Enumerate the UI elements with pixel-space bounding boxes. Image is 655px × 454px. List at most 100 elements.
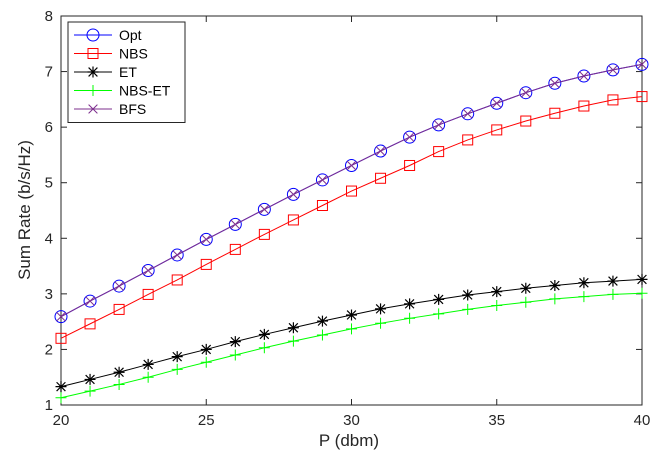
- data-point: [375, 172, 387, 184]
- y-tick-label: 2: [45, 341, 53, 358]
- data-point: [112, 279, 126, 293]
- data-point: [345, 158, 358, 172]
- data-point: [550, 78, 560, 88]
- data-point: [55, 381, 67, 393]
- data-point: [346, 309, 357, 321]
- data-point: [433, 308, 445, 320]
- legend-marker: [86, 28, 100, 42]
- data-point: [316, 199, 328, 211]
- x-tick-label: 40: [634, 412, 651, 429]
- data-point: [258, 342, 270, 354]
- data-point: [404, 312, 416, 324]
- series-bfs: [56, 59, 647, 322]
- data-point: [170, 248, 184, 262]
- legend-label: ET: [119, 64, 137, 80]
- data-point: [171, 274, 183, 286]
- data-point: [404, 298, 416, 310]
- data-point: [287, 214, 299, 226]
- data-point: [114, 281, 124, 291]
- x-tick-label: 35: [488, 412, 505, 429]
- data-point: [142, 288, 154, 300]
- data-point: [85, 296, 95, 306]
- series-layer: [54, 57, 649, 404]
- y-tick-label: 7: [45, 64, 53, 81]
- data-point: [200, 258, 212, 270]
- data-point: [577, 69, 591, 83]
- data-point: [257, 202, 271, 216]
- data-point: [55, 392, 67, 404]
- data-point: [404, 159, 416, 171]
- data-point: [229, 336, 241, 348]
- data-point: [84, 385, 96, 397]
- data-point: [432, 118, 446, 132]
- data-point: [606, 63, 620, 77]
- data-point: [259, 204, 270, 215]
- data-point: [56, 311, 66, 322]
- data-point: [490, 96, 504, 110]
- data-point: [171, 351, 183, 363]
- data-point: [315, 173, 329, 187]
- legend-item: NBS: [74, 46, 148, 62]
- data-point: [433, 120, 444, 130]
- data-point: [433, 146, 445, 158]
- data-point: [578, 100, 590, 112]
- data-point: [462, 303, 474, 315]
- data-point: [346, 160, 357, 171]
- data-point: [462, 289, 474, 301]
- legend-label: Opt: [119, 27, 142, 43]
- data-point: [258, 228, 270, 240]
- legend-label: BFS: [119, 101, 146, 117]
- data-point: [113, 303, 125, 315]
- y-axis-label: Sum Rate (b/s/Hz): [15, 140, 34, 280]
- data-point: [286, 187, 300, 201]
- y-tick-label: 8: [45, 8, 53, 25]
- legend-item: NBS-ET: [74, 83, 171, 99]
- data-point: [491, 98, 502, 109]
- legend-item: ET: [74, 64, 137, 80]
- y-tick-label: 3: [45, 286, 53, 303]
- data-point: [433, 293, 445, 305]
- legend-item: Opt: [74, 27, 142, 43]
- series-line: [60, 96, 643, 339]
- series-nbs-et: [55, 287, 648, 404]
- data-point: [84, 373, 96, 385]
- data-point: [316, 329, 328, 341]
- data-point: [201, 234, 212, 245]
- x-tick-label: 30: [343, 412, 360, 429]
- data-point: [200, 343, 212, 355]
- data-point: [462, 134, 474, 146]
- data-point: [346, 185, 357, 197]
- data-point: [172, 250, 182, 260]
- data-point: [636, 273, 648, 285]
- data-point: [549, 107, 561, 119]
- legend-marker: [87, 66, 99, 78]
- data-point: [142, 371, 154, 383]
- legend-item: BFS: [74, 101, 146, 117]
- data-point: [199, 232, 213, 246]
- data-point: [520, 115, 532, 127]
- data-point: [491, 286, 503, 298]
- data-point: [491, 300, 503, 312]
- data-point: [113, 378, 125, 390]
- data-point: [374, 144, 388, 158]
- data-point: [608, 65, 618, 75]
- data-point: [288, 189, 299, 200]
- legend-label: NBS-ET: [119, 83, 171, 99]
- y-tick-label: 5: [45, 175, 53, 192]
- data-point: [228, 217, 242, 231]
- data-point: [229, 349, 241, 361]
- data-point: [346, 323, 357, 335]
- data-point: [636, 287, 648, 299]
- data-point: [403, 130, 417, 144]
- legend-marker: [87, 48, 99, 59]
- data-point: [287, 322, 299, 334]
- data-point: [375, 303, 387, 315]
- data-point: [578, 291, 590, 303]
- data-point: [549, 280, 561, 292]
- data-point: [113, 366, 125, 378]
- data-point: [607, 288, 619, 300]
- series-nbs: [55, 91, 648, 344]
- data-point: [635, 57, 649, 71]
